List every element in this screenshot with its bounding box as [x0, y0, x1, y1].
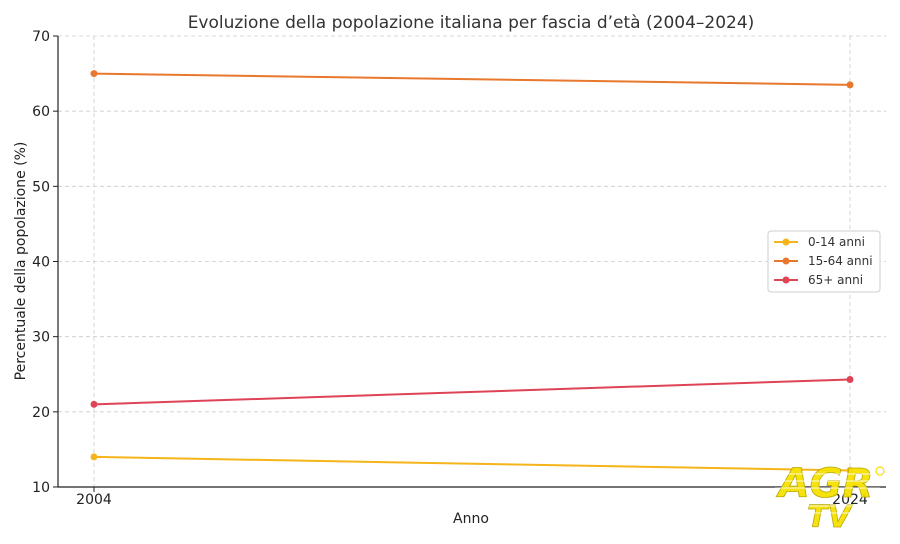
legend: 0-14 anni 15-64 anni 65+ anni — [767, 230, 881, 293]
series-65-anni — [90, 376, 854, 408]
series-lines — [90, 70, 854, 474]
legend-item: 65+ anni — [774, 273, 863, 287]
x-tick-label: 2004 — [76, 492, 112, 508]
legend-box — [767, 230, 881, 293]
data-point — [90, 70, 98, 78]
series-0-14-anni — [90, 453, 854, 474]
y-tick-label: 20 — [32, 405, 50, 421]
data-point — [90, 400, 98, 408]
legend-swatch-marker — [782, 276, 790, 284]
y-tick-label: 70 — [32, 29, 50, 45]
legend-item: 0-14 anni — [774, 235, 865, 249]
data-point — [846, 81, 854, 89]
axes — [53, 35, 886, 492]
x-tick-label: 2024 — [832, 492, 868, 508]
y-tick-label: 40 — [32, 255, 50, 271]
series-line — [93, 378, 851, 406]
series-line — [93, 72, 851, 86]
data-point — [846, 466, 854, 474]
legend-label: 15-64 anni — [808, 254, 873, 268]
series-15-64-anni — [90, 70, 854, 89]
tick-labels: 10 20 30 40 50 60 70 2004 2024 — [32, 29, 868, 508]
legend-label: 65+ anni — [808, 273, 863, 287]
legend-swatch-marker — [782, 257, 790, 265]
y-tick-label: 10 — [32, 480, 50, 496]
legend-item: 15-64 anni — [774, 254, 873, 268]
grid — [58, 35, 886, 488]
watermark-text-tv: TV — [807, 500, 853, 535]
series-line — [93, 455, 851, 472]
watermark-text-agr: AGR — [776, 461, 874, 507]
y-tick-label: 30 — [32, 330, 50, 346]
y-tick-label: 50 — [32, 179, 50, 195]
y-axis-label: Percentuale della popolazione (%) — [13, 142, 29, 381]
chart-title: Evoluzione della popolazione italiana pe… — [188, 13, 755, 33]
x-axis-label: Anno — [453, 511, 489, 527]
registered-mark-icon — [875, 466, 885, 476]
legend-swatch-marker — [782, 238, 790, 246]
data-point — [90, 453, 98, 461]
legend-label: 0-14 anni — [808, 235, 865, 249]
y-tick-label: 60 — [32, 104, 50, 120]
data-point — [846, 376, 854, 384]
